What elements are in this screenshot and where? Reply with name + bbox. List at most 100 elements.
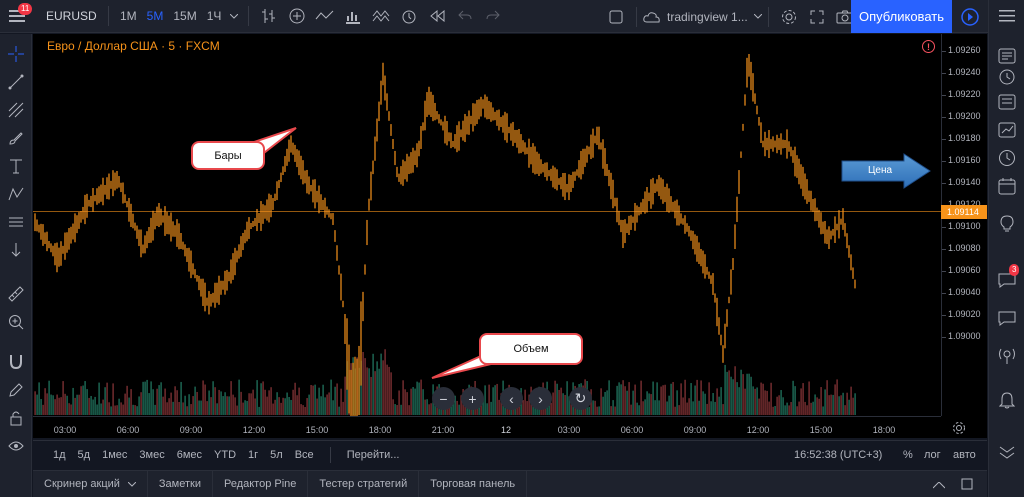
menu-button[interactable]: 11 xyxy=(0,0,34,33)
sidebar-chats[interactable]: 3 xyxy=(995,268,1019,292)
layout-button[interactable] xyxy=(602,0,630,33)
fib-tool[interactable] xyxy=(4,98,28,122)
sidebar-notifications[interactable] xyxy=(995,388,1019,412)
sidebar-data-window[interactable] xyxy=(995,90,1019,114)
maximize-panel-button[interactable] xyxy=(961,478,973,493)
scroll-left-button[interactable]: ‹ xyxy=(500,387,523,410)
cloud-save-button[interactable]: tradingview 1... xyxy=(643,0,762,33)
sidebar-calendar[interactable] xyxy=(995,174,1019,198)
text-tool[interactable] xyxy=(4,154,28,178)
reset-chart-button[interactable]: ↻ xyxy=(569,387,592,410)
axis-settings-button[interactable] xyxy=(952,421,966,438)
alert-button[interactable] xyxy=(395,0,423,33)
interval-dropdown[interactable] xyxy=(226,0,242,33)
volume-bar xyxy=(722,404,723,415)
volume-bar xyxy=(130,389,131,415)
collapse-sidebar-button[interactable] xyxy=(995,4,1019,28)
interval-1m[interactable]: 1М xyxy=(115,0,142,33)
redo-button[interactable] xyxy=(479,0,507,33)
chart-type-button[interactable] xyxy=(255,0,283,33)
scroll-right-button[interactable]: › xyxy=(529,387,552,410)
price-axis[interactable]: 1.09260 1.09240 1.09220 1.09200 1.09180 1.091… xyxy=(941,34,987,416)
volume-bar xyxy=(756,387,757,415)
pitchfork-icon xyxy=(8,102,24,118)
indicators-button[interactable] xyxy=(311,0,339,33)
settings-button[interactable] xyxy=(775,0,803,33)
compare-button[interactable] xyxy=(283,0,311,33)
zoom-in-button[interactable]: + xyxy=(461,387,484,410)
range-1y[interactable]: 1г xyxy=(242,449,264,461)
lock-drawings-tool[interactable] xyxy=(4,406,28,430)
chart-pane[interactable] xyxy=(33,34,987,438)
volume-bar xyxy=(668,396,669,415)
interval-1h[interactable]: 1Ч xyxy=(202,0,227,33)
time-axis[interactable]: 03:00 06:00 09:00 12:00 15:00 18:00 21:00 12 03:… xyxy=(33,416,941,438)
warning-icon[interactable]: ! xyxy=(922,40,935,53)
range-1d[interactable]: 1д xyxy=(47,449,72,461)
range-6m[interactable]: 6мес xyxy=(171,449,208,461)
ruler-tool[interactable] xyxy=(4,282,28,306)
zoom-out-button[interactable]: − xyxy=(432,387,455,410)
interval-15m[interactable]: 15М xyxy=(168,0,201,33)
collapse-panel-button[interactable] xyxy=(933,478,945,492)
fullscreen-button[interactable] xyxy=(803,0,831,33)
replay-button[interactable] xyxy=(423,0,451,33)
zoom-tool[interactable] xyxy=(4,310,28,334)
trend-line-tool[interactable] xyxy=(4,70,28,94)
range-3m[interactable]: 3мес xyxy=(133,449,170,461)
sidebar-alerts[interactable] xyxy=(995,64,1019,88)
range-1m[interactable]: 1мес xyxy=(96,449,133,461)
stay-drawing-tool[interactable] xyxy=(4,378,28,402)
templates-button[interactable] xyxy=(367,0,395,33)
undo-button[interactable] xyxy=(451,0,479,33)
clock[interactable]: 16:52:38 (UTC+3) xyxy=(788,449,888,461)
volume-bar xyxy=(616,386,617,415)
play-button[interactable] xyxy=(954,0,986,33)
volume-bar xyxy=(236,406,237,415)
volume-bar xyxy=(648,393,649,415)
symbol-search[interactable]: EURUSD xyxy=(34,0,102,33)
publish-button[interactable]: Опубликовать xyxy=(851,0,952,33)
range-5y[interactable]: 5л xyxy=(264,449,289,461)
volume-bar xyxy=(676,390,677,415)
percent-toggle[interactable]: % xyxy=(897,449,919,461)
hide-drawings-tool[interactable] xyxy=(4,434,28,458)
volume-bar xyxy=(626,391,627,415)
sidebar-history[interactable] xyxy=(995,146,1019,170)
sidebar-hotlists[interactable] xyxy=(995,118,1019,142)
brush-tool[interactable] xyxy=(4,126,28,150)
sidebar-ideas[interactable] xyxy=(995,212,1019,236)
volume-bar xyxy=(302,405,303,415)
volume-bar xyxy=(94,397,95,415)
volume-bar xyxy=(368,368,369,415)
range-all[interactable]: Все xyxy=(289,449,320,461)
prediction-tool[interactable] xyxy=(4,210,28,234)
log-toggle[interactable]: лог xyxy=(918,449,947,461)
volume-bar xyxy=(126,386,127,415)
arrow-tool[interactable] xyxy=(4,238,28,262)
goto-date-button[interactable]: Перейти... xyxy=(341,449,406,461)
sidebar-messages[interactable] xyxy=(995,306,1019,330)
tab-notes[interactable]: Заметки xyxy=(148,471,213,497)
volume-bar xyxy=(396,405,397,415)
range-5d[interactable]: 5д xyxy=(72,449,97,461)
tab-strategy-tester[interactable]: Тестер стратегий xyxy=(308,471,419,497)
magnet-tool[interactable] xyxy=(4,350,28,374)
chevron-down-icon xyxy=(128,482,136,487)
pattern-tool[interactable] xyxy=(4,182,28,206)
crosshair-tool[interactable] xyxy=(4,42,28,66)
lock-icon xyxy=(9,410,23,426)
tab-trading-panel[interactable]: Торговая панель xyxy=(419,471,527,497)
range-ytd[interactable]: YTD xyxy=(208,449,242,461)
tab-stock-screener[interactable]: Скринер акций xyxy=(33,471,148,497)
volume-bar xyxy=(374,371,375,415)
sidebar-streams[interactable] xyxy=(995,344,1019,368)
volume-bar xyxy=(830,395,831,415)
tab-pine-editor[interactable]: Редактор Pine xyxy=(213,471,308,497)
financials-button[interactable] xyxy=(339,0,367,33)
auto-toggle[interactable]: авто xyxy=(947,449,982,461)
volume-bar xyxy=(672,382,673,415)
interval-5m[interactable]: 5М xyxy=(142,0,169,33)
sidebar-hide[interactable] xyxy=(995,440,1019,464)
volume-bar xyxy=(282,398,283,415)
